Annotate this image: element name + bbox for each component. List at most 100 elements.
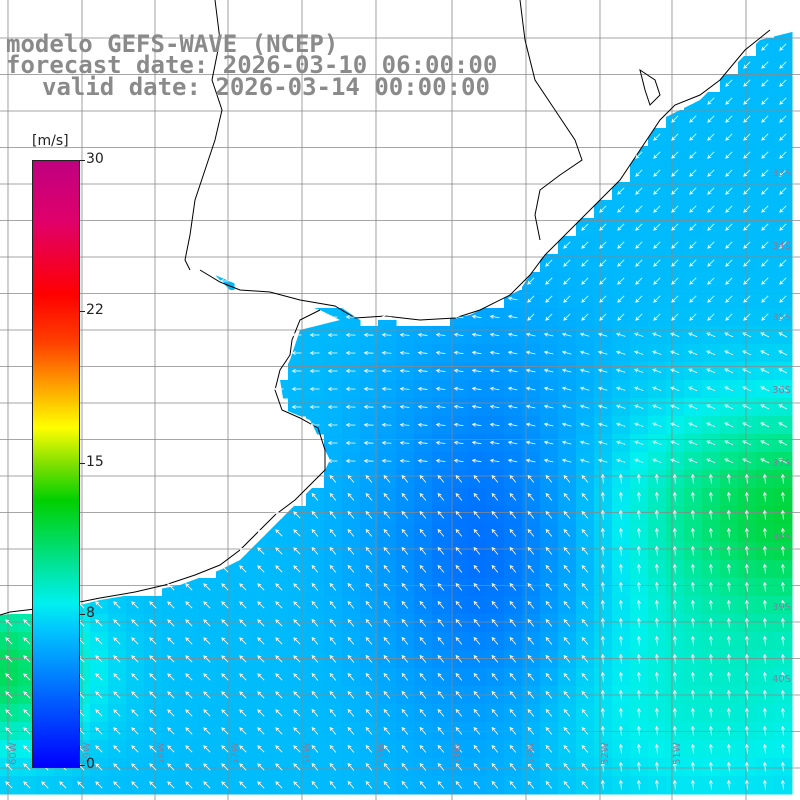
wind-arrow: [599, 295, 607, 303]
wind-arrow: [634, 351, 644, 355]
wind-arrow-head: [471, 350, 476, 355]
wind-arrow: [656, 492, 658, 502]
wind-arrow: [382, 460, 392, 462]
wind-arrow: [689, 169, 697, 177]
wind-arrow-head: [618, 635, 623, 640]
wind-arrow: [728, 528, 730, 538]
wind-arrow-head: [489, 368, 495, 373]
wind-arrow: [656, 672, 658, 682]
wind-arrow: [401, 781, 409, 789]
wind-arrow-head: [473, 582, 478, 588]
wind-arrow: [437, 745, 445, 753]
wind-arrow: [472, 315, 482, 319]
wind-arrow-head: [167, 763, 172, 768]
wind-arrow-head: [725, 298, 730, 303]
wind-arrow: [491, 637, 499, 645]
wind-arrow: [365, 493, 373, 501]
wind-arrow: [746, 492, 748, 502]
wind-arrow: [311, 583, 319, 591]
valid-date: valid date: 2026-03-14 00:00:00: [42, 73, 490, 101]
wind-arrow-head: [509, 672, 514, 678]
wind-arrow-head: [742, 440, 747, 445]
wind-arrow-head: [635, 262, 640, 267]
wind-arrow-head: [672, 671, 677, 676]
wind-arrow-head: [131, 637, 136, 642]
wind-arrow-head: [257, 565, 262, 570]
wind-arrow: [203, 745, 211, 753]
wind-arrow-head: [543, 422, 549, 427]
wind-arrow-head: [437, 528, 442, 534]
wind-arrow: [454, 441, 464, 445]
wind-arrow-head: [345, 386, 350, 391]
wind-arrow: [671, 295, 679, 303]
wind-arrow-head: [780, 563, 785, 568]
wind-arrow-head: [329, 708, 334, 714]
wind-arrow-head: [383, 636, 388, 642]
wind-arrow: [760, 368, 770, 374]
wind-arrow: [634, 387, 644, 391]
wind-arrow-head: [780, 491, 785, 496]
wind-arrow-head: [437, 618, 442, 624]
wind-arrow-head: [23, 691, 28, 696]
wind-arrow-head: [419, 492, 424, 498]
wind-arrow: [365, 601, 373, 609]
wind-arrow-head: [473, 672, 478, 678]
wind-arrow: [710, 492, 712, 502]
wind-arrow: [400, 334, 410, 336]
wind-arrow-head: [761, 226, 766, 231]
wind-arrow: [113, 763, 121, 771]
wind-arrow-head: [131, 673, 136, 678]
wind-arrow-head: [654, 581, 659, 586]
wind-arrow: [491, 511, 499, 519]
wind-arrow: [602, 762, 604, 772]
wind-arrow: [620, 582, 622, 592]
colorbar-tick-mark: [79, 765, 85, 766]
wind-arrow: [728, 492, 730, 502]
wind-arrow-head: [581, 636, 586, 642]
wind-arrow-head: [615, 440, 621, 445]
wind-arrow: [617, 241, 625, 249]
wind-arrow-head: [365, 600, 370, 606]
wind-arrow: [113, 637, 121, 645]
wind-arrow: [311, 709, 319, 717]
wind-arrow: [509, 601, 517, 609]
wind-arrow: [275, 745, 283, 753]
wind-arrow: [455, 583, 463, 591]
wind-arrow-head: [383, 672, 388, 678]
wind-arrow: [472, 369, 482, 373]
wind-arrow: [365, 655, 373, 663]
wind-arrow-head: [762, 653, 767, 658]
wind-arrow: [491, 709, 499, 717]
wind-arrow: [544, 405, 554, 409]
wind-arrow-head: [744, 761, 749, 766]
wind-arrow: [544, 333, 554, 337]
wind-arrow: [742, 386, 752, 392]
wind-arrow: [527, 763, 535, 771]
wind-arrow: [527, 475, 535, 483]
wind-arrow-head: [525, 458, 531, 463]
wind-arrow: [419, 709, 427, 717]
wind-arrow-head: [563, 298, 568, 303]
wind-arrow-head: [309, 368, 314, 374]
wind-arrow-head: [654, 653, 659, 658]
wind-arrow: [526, 423, 536, 427]
wind-arrow-head: [453, 368, 458, 373]
wind-arrow: [653, 295, 661, 303]
wind-arrow-head: [509, 600, 514, 606]
wind-arrow-head: [707, 190, 712, 195]
wind-arrow-head: [581, 280, 586, 285]
wind-arrow-head: [437, 582, 442, 588]
wind-arrow: [5, 763, 13, 771]
wind-arrow-head: [726, 743, 731, 748]
wind-arrow: [185, 583, 193, 591]
wind-arrow: [490, 369, 500, 373]
wind-arrow-head: [707, 154, 712, 159]
wind-arrow-head: [491, 780, 496, 786]
wind-arrow: [782, 528, 784, 538]
wind-arrow-head: [491, 600, 496, 606]
wind-arrow-head: [618, 743, 623, 748]
wind-arrow: [563, 583, 571, 591]
wind-arrow: [581, 313, 589, 321]
wind-arrow-head: [275, 781, 280, 786]
latitude-label: 40S: [772, 674, 791, 685]
